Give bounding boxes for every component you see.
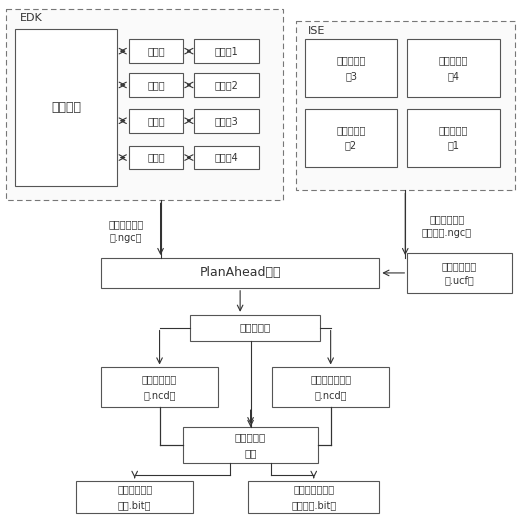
Text: （.ncd）: （.ncd） <box>143 391 176 400</box>
Text: 可重构功能: 可重构功能 <box>439 55 468 65</box>
Text: 可重构功能: 可重构功能 <box>439 125 468 135</box>
Bar <box>129 39 183 63</box>
Bar <box>305 39 397 97</box>
Text: 静态区域: 静态区域 <box>51 101 81 114</box>
Text: 樯2: 樯2 <box>345 140 357 151</box>
Bar <box>407 39 500 97</box>
Text: 总线宏: 总线宏 <box>147 152 165 163</box>
Text: 可重构模块网: 可重构模块网 <box>429 214 465 224</box>
Text: 黑盒共1: 黑盒共1 <box>215 46 239 56</box>
Text: 黑盒共4: 黑盒共4 <box>215 152 239 163</box>
Text: 黑盒共2: 黑盒共2 <box>215 80 239 90</box>
Bar <box>129 109 183 133</box>
Bar <box>248 481 380 513</box>
Bar <box>272 368 389 407</box>
Text: （.ngc）: （.ngc） <box>109 233 142 243</box>
Text: 流文件（.bit）: 流文件（.bit） <box>291 500 336 510</box>
Text: 总线宏: 总线宏 <box>147 80 165 90</box>
Bar <box>191 315 320 341</box>
Text: 顶层网表文件: 顶层网表文件 <box>108 219 144 229</box>
Text: 樯3: 樯3 <box>345 71 357 81</box>
Bar <box>6 9 283 200</box>
Text: 用户约束文件: 用户约束文件 <box>442 261 477 271</box>
Text: ISE: ISE <box>308 26 325 36</box>
Bar <box>76 481 193 513</box>
Text: 可重构区域模块: 可重构区域模块 <box>310 374 351 384</box>
Text: 总线宏: 总线宏 <box>147 116 165 126</box>
Text: 可重构功能: 可重构功能 <box>336 125 366 135</box>
Bar <box>194 146 259 170</box>
Text: 表文件（.ngc）: 表文件（.ngc） <box>422 228 472 238</box>
Text: 静态区域模块: 静态区域模块 <box>142 374 177 384</box>
Bar <box>101 258 380 288</box>
Text: 樯4: 樯4 <box>448 71 459 81</box>
Text: （.ncd）: （.ncd） <box>314 391 347 400</box>
Text: 黑盒共3: 黑盒共3 <box>215 116 239 126</box>
Bar <box>407 109 500 166</box>
Text: 部分可重构: 部分可重构 <box>235 432 266 442</box>
Text: 件（.bit）: 件（.bit） <box>118 500 152 510</box>
Text: 工具: 工具 <box>244 448 257 458</box>
Text: （.ucf）: （.ucf） <box>445 275 474 285</box>
Text: 翻译、映射: 翻译、映射 <box>239 322 271 333</box>
Text: 总线宏: 总线宏 <box>147 46 165 56</box>
Bar <box>101 368 218 407</box>
Text: 樯1: 樯1 <box>448 140 459 151</box>
Bar <box>129 146 183 170</box>
Text: 可重构功能: 可重构功能 <box>336 55 366 65</box>
Bar <box>296 21 515 190</box>
Bar <box>194 73 259 97</box>
Text: EDK: EDK <box>20 14 43 23</box>
Text: 全局比特流文: 全局比特流文 <box>117 484 152 494</box>
Bar <box>194 109 259 133</box>
Bar <box>183 427 318 463</box>
Bar <box>194 39 259 63</box>
Bar <box>305 109 397 166</box>
Bar <box>407 253 512 293</box>
Text: 可重构模块比特: 可重构模块比特 <box>293 484 334 494</box>
Text: PlanAhead软件: PlanAhead软件 <box>200 266 281 279</box>
Bar <box>15 29 117 186</box>
Bar <box>129 73 183 97</box>
